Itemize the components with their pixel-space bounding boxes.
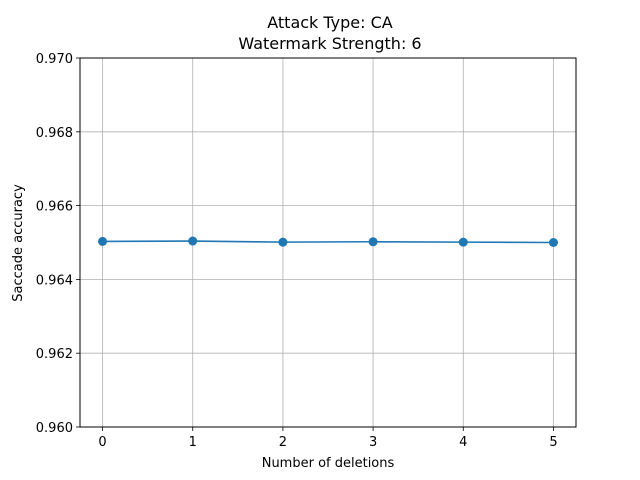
chart-title-line1: Attack Type: CA bbox=[267, 13, 393, 32]
ticks: 0 1 2 3 4 5 0.960 0.962 0.964 0.966 0.968 0.970 bbox=[36, 52, 558, 450]
x-tick-label: 5 bbox=[549, 435, 557, 450]
data-point bbox=[368, 237, 378, 247]
y-tick-label: 0.966 bbox=[36, 200, 73, 215]
y-tick-label: 0.962 bbox=[36, 347, 73, 362]
series-line bbox=[102, 240, 554, 244]
x-tick-label: 0 bbox=[98, 435, 106, 450]
y-tick-label: 0.964 bbox=[36, 273, 73, 288]
data-point bbox=[278, 237, 288, 247]
data-point bbox=[188, 236, 198, 246]
x-tick-label: 4 bbox=[459, 435, 467, 450]
series-layer bbox=[98, 236, 558, 247]
y-axis-label: Saccade accuracy bbox=[11, 184, 26, 302]
plot-frame bbox=[79, 57, 577, 428]
data-point bbox=[548, 238, 558, 247]
x-tick-label: 2 bbox=[279, 435, 287, 450]
data-point bbox=[458, 237, 468, 247]
chart-title-line2: Watermark Strength: 6 bbox=[238, 34, 421, 53]
y-tick-label: 0.970 bbox=[36, 52, 73, 67]
x-tick-label: 1 bbox=[189, 435, 197, 450]
data-point bbox=[98, 236, 108, 246]
x-axis-label: Number of deletions bbox=[262, 456, 395, 471]
y-tick-label: 0.968 bbox=[36, 126, 73, 141]
x-tick-label: 3 bbox=[369, 435, 377, 450]
y-tick-label: 0.960 bbox=[36, 421, 73, 436]
